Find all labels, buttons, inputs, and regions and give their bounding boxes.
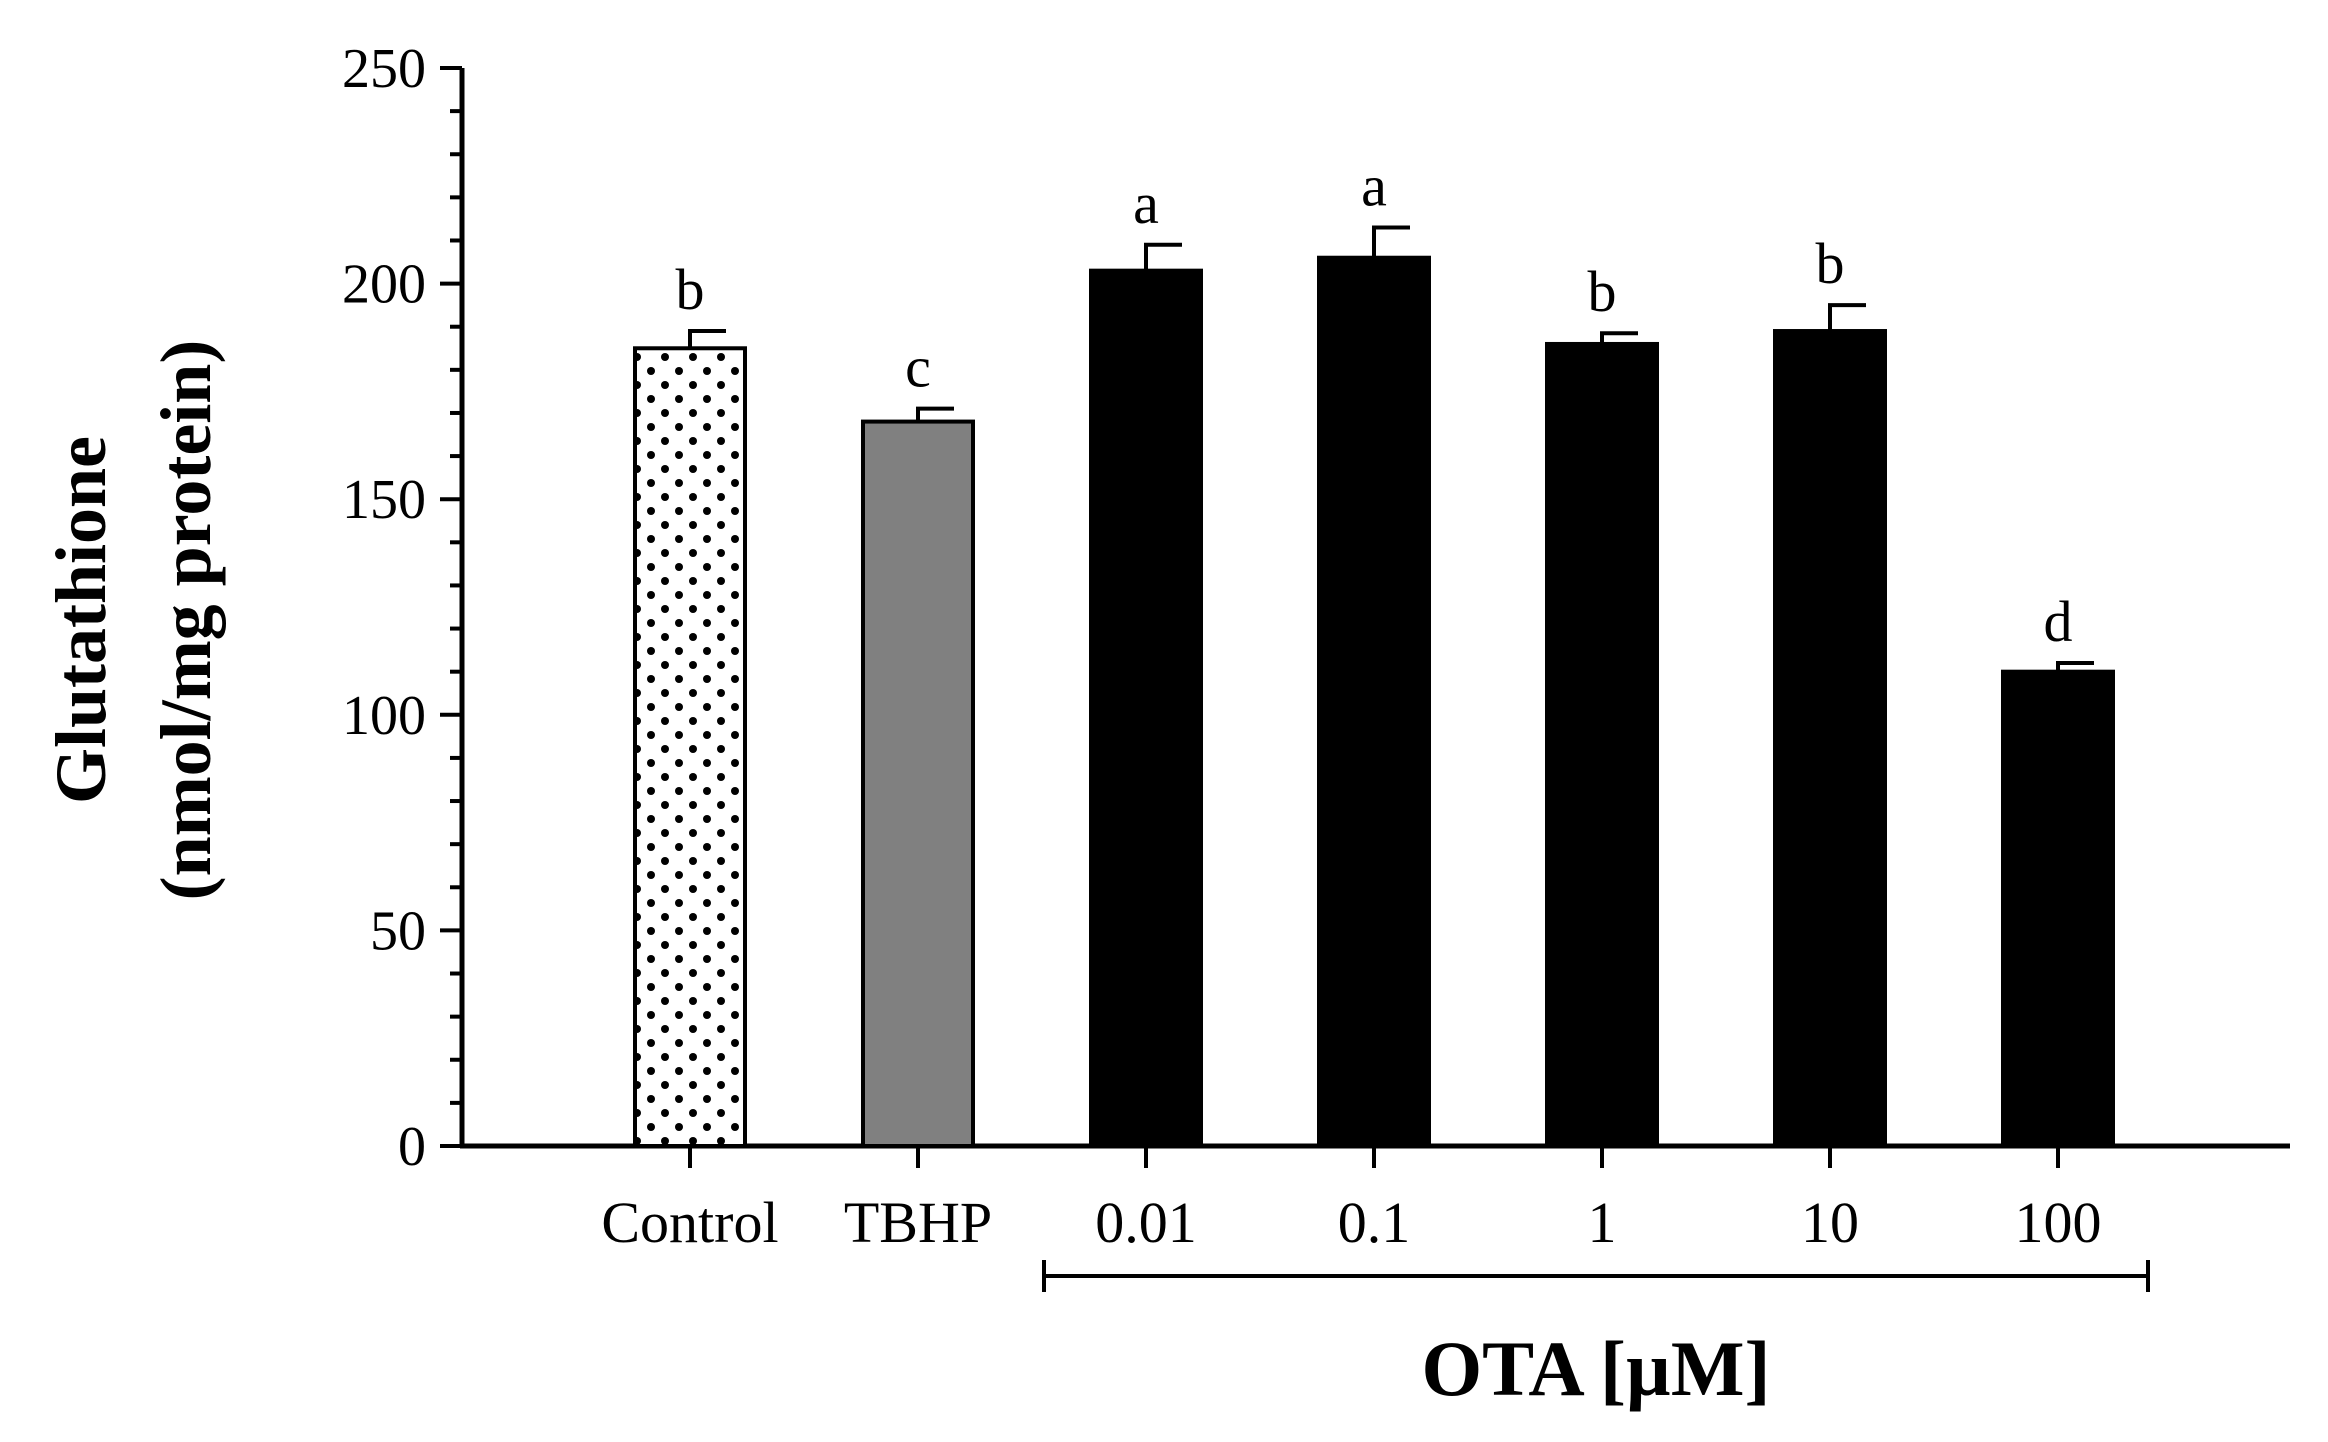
- y-tick-label: 250: [342, 38, 426, 100]
- bars: b c a a b b d: [633, 154, 2115, 1149]
- x-tick-label: 0.01: [1095, 1190, 1197, 1255]
- significance-label: b: [676, 257, 705, 322]
- y-axis-title-line1: Glutathione: [41, 436, 121, 804]
- y-ticks: 0 50 100 150 200 250: [342, 38, 462, 1178]
- significance-label: d: [2044, 589, 2073, 654]
- bar-0.1: [1317, 255, 1431, 1148]
- bar-TBHP: [861, 419, 975, 1149]
- significance-label: a: [1133, 171, 1159, 236]
- x-tick-label: 1: [1588, 1190, 1617, 1255]
- y-tick-label: 100: [342, 685, 426, 747]
- y-tick-label: 0: [398, 1116, 426, 1178]
- bar-100: [2001, 669, 2115, 1148]
- bar-Control: [633, 346, 747, 1148]
- x-tick-label: 100: [2015, 1190, 2102, 1255]
- significance-label: c: [905, 335, 931, 400]
- ota-group-bracket: [1042, 1260, 2150, 1292]
- bar-1: [1545, 341, 1659, 1148]
- significance-label: a: [1361, 154, 1387, 219]
- x-tick-label: TBHP: [844, 1190, 992, 1255]
- x-tick-label: Control: [601, 1190, 778, 1255]
- y-tick-label: 50: [370, 900, 426, 962]
- x-tick-label: 0.1: [1338, 1190, 1411, 1255]
- x-tick-label: 10: [1801, 1190, 1859, 1255]
- significance-label: b: [1588, 259, 1617, 324]
- bar-0.01: [1089, 268, 1203, 1148]
- bar-10: [1773, 329, 1887, 1149]
- y-tick-label: 150: [342, 469, 426, 531]
- y-tick-label: 200: [342, 254, 426, 316]
- x-tick-labels: Control TBHP 0.01 0.1 1 10 100: [601, 1146, 2102, 1255]
- significance-label: b: [1816, 231, 1845, 296]
- ota-group-label: OTA [µM]: [1422, 1325, 1771, 1412]
- y-axis-title-line2: (nmol/mg protein): [146, 340, 226, 901]
